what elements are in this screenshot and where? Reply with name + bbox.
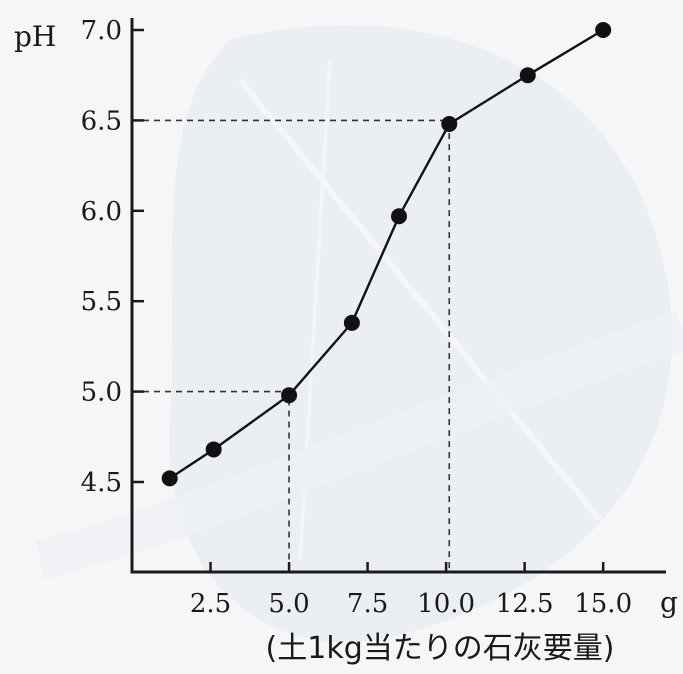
- y-tick-label: 5.0: [81, 378, 122, 408]
- data-point: [519, 67, 536, 84]
- y-tick-label: 5.5: [81, 287, 122, 317]
- data-point: [205, 441, 222, 458]
- y-tick-label: 7.0: [81, 16, 122, 46]
- data-series: [161, 22, 612, 487]
- x-tick-label: 12.5: [496, 589, 554, 619]
- y-tick-label: 6.5: [81, 106, 122, 136]
- data-point: [281, 387, 298, 404]
- y-tick-label: 6.0: [81, 197, 122, 227]
- x-tick-label: 10.0: [417, 589, 475, 619]
- x-tick-label: 2.5: [190, 589, 231, 619]
- tick-labels: 4.5 5.0 5.5 6.0 6.5 7.0 2.5 5.0 7.5 10.0 12.5 15.0: [81, 16, 632, 619]
- axis-lines: [130, 18, 666, 574]
- x-tick-label: 7.5: [347, 589, 388, 619]
- y-tick-label: 4.5: [81, 468, 122, 498]
- data-point: [391, 208, 407, 225]
- data-point: [595, 22, 612, 38]
- series-line: [169, 28, 604, 480]
- data-point: [441, 116, 458, 133]
- x-axis-caption: (土1kg当たりの石灰要量): [266, 631, 615, 666]
- axes: [130, 18, 666, 574]
- background-leaf-decoration: [35, 24, 683, 643]
- data-point: [161, 470, 178, 487]
- x-tick-label: 5.0: [268, 589, 309, 619]
- x-tick-label: 15.0: [574, 589, 632, 619]
- y-axis-label: pH: [14, 20, 56, 53]
- data-point: [343, 314, 360, 331]
- x-axis-label: g: [660, 586, 678, 619]
- reference-line: [132, 119, 451, 572]
